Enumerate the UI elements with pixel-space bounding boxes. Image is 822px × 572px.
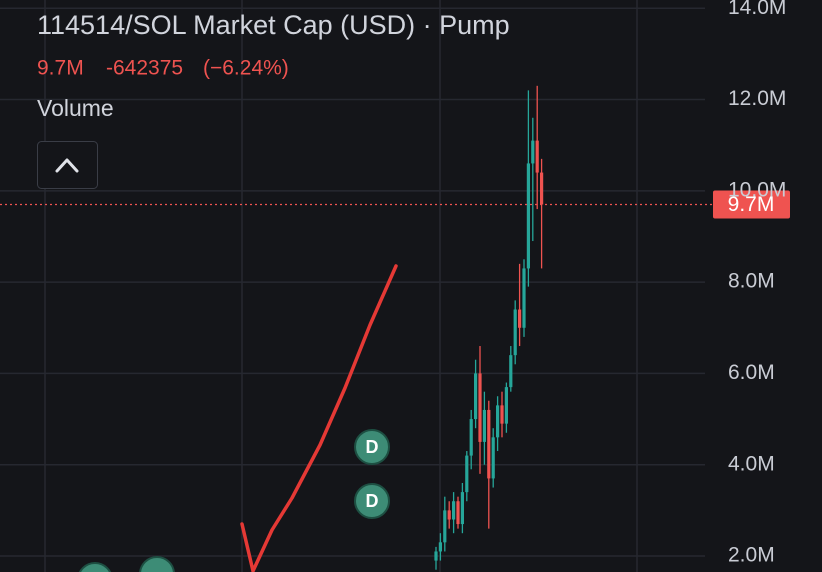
change: -642375 (106, 57, 183, 80)
badge[interactable] (139, 556, 175, 572)
candle-body (434, 551, 438, 561)
y-tick-label: 14.0M (728, 0, 786, 19)
candle-body (456, 501, 460, 525)
candle-body (509, 355, 513, 388)
candles (434, 85, 544, 570)
collapse-button[interactable] (37, 141, 98, 189)
candle-body (487, 409, 491, 479)
chart-title: 114514/SOL Market Cap (USD) · Pump (37, 10, 510, 40)
y-tick-label: 10.0M (728, 178, 786, 201)
change-pct: (−6.24%) (203, 57, 289, 80)
candle-body (540, 172, 544, 205)
candle-body (513, 309, 517, 356)
badge-icon: D (366, 491, 379, 511)
candle-body (478, 373, 482, 442)
price-overlay: 9.7M (0, 190, 790, 219)
badge[interactable] (78, 562, 112, 572)
candle-body (438, 542, 442, 552)
candle-body (452, 501, 456, 520)
candle-body (522, 268, 526, 328)
candle-body (531, 140, 535, 164)
candle-body (496, 405, 500, 438)
indicator-label: Volume (37, 95, 114, 121)
event-badges: D D (78, 429, 390, 572)
candle-body (518, 309, 522, 328)
y-tick-label: 6.0M (728, 361, 775, 384)
candle-body (443, 510, 447, 543)
candle-body (447, 510, 451, 520)
candle-body (504, 387, 508, 424)
candle-body (535, 140, 539, 173)
candle-body (500, 405, 504, 424)
y-tick-label: 2.0M (728, 544, 775, 567)
badge-icon: D (366, 437, 379, 457)
badge[interactable] (354, 483, 390, 519)
candle-body (474, 373, 478, 420)
price: 9.7M (37, 57, 84, 80)
y-tick-label: 12.0M (728, 87, 786, 110)
value-grid (0, 7, 705, 557)
candle-body (465, 455, 469, 493)
y-tick-label: 8.0M (728, 270, 775, 293)
drawn-arrow (240, 264, 398, 572)
y-tick-label: 4.0M (728, 452, 775, 475)
candle-body (526, 163, 530, 269)
chevron-icon (55, 158, 79, 173)
candle-body (482, 409, 486, 442)
time-grid (44, 0, 638, 572)
badge[interactable] (354, 429, 390, 465)
last-price-box (713, 190, 790, 219)
candle-body (469, 419, 473, 456)
last-price-label: 9.7M (728, 193, 775, 216)
candle-body (460, 492, 464, 525)
candle-body (491, 437, 495, 479)
